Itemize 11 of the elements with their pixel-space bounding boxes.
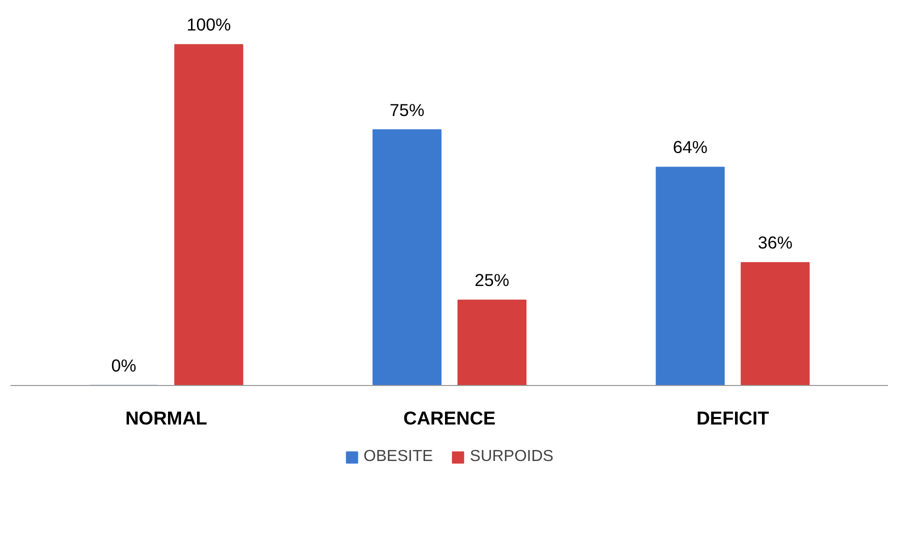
data-label: 0% <box>111 355 136 376</box>
data-label: 25% <box>474 270 510 290</box>
legend-label: OBESITE <box>364 448 433 466</box>
x-tick-label: CARENCE <box>403 407 496 428</box>
x-tick-label: DEFICIT <box>696 407 770 428</box>
x-tick-label: NORMAL <box>125 407 208 428</box>
data-label: 36% <box>758 232 793 253</box>
legend-label: SURPOIDS <box>470 448 554 466</box>
data-label: 64% <box>672 137 708 158</box>
data-label: 75% <box>390 100 424 120</box>
data-label: 100% <box>186 14 231 35</box>
